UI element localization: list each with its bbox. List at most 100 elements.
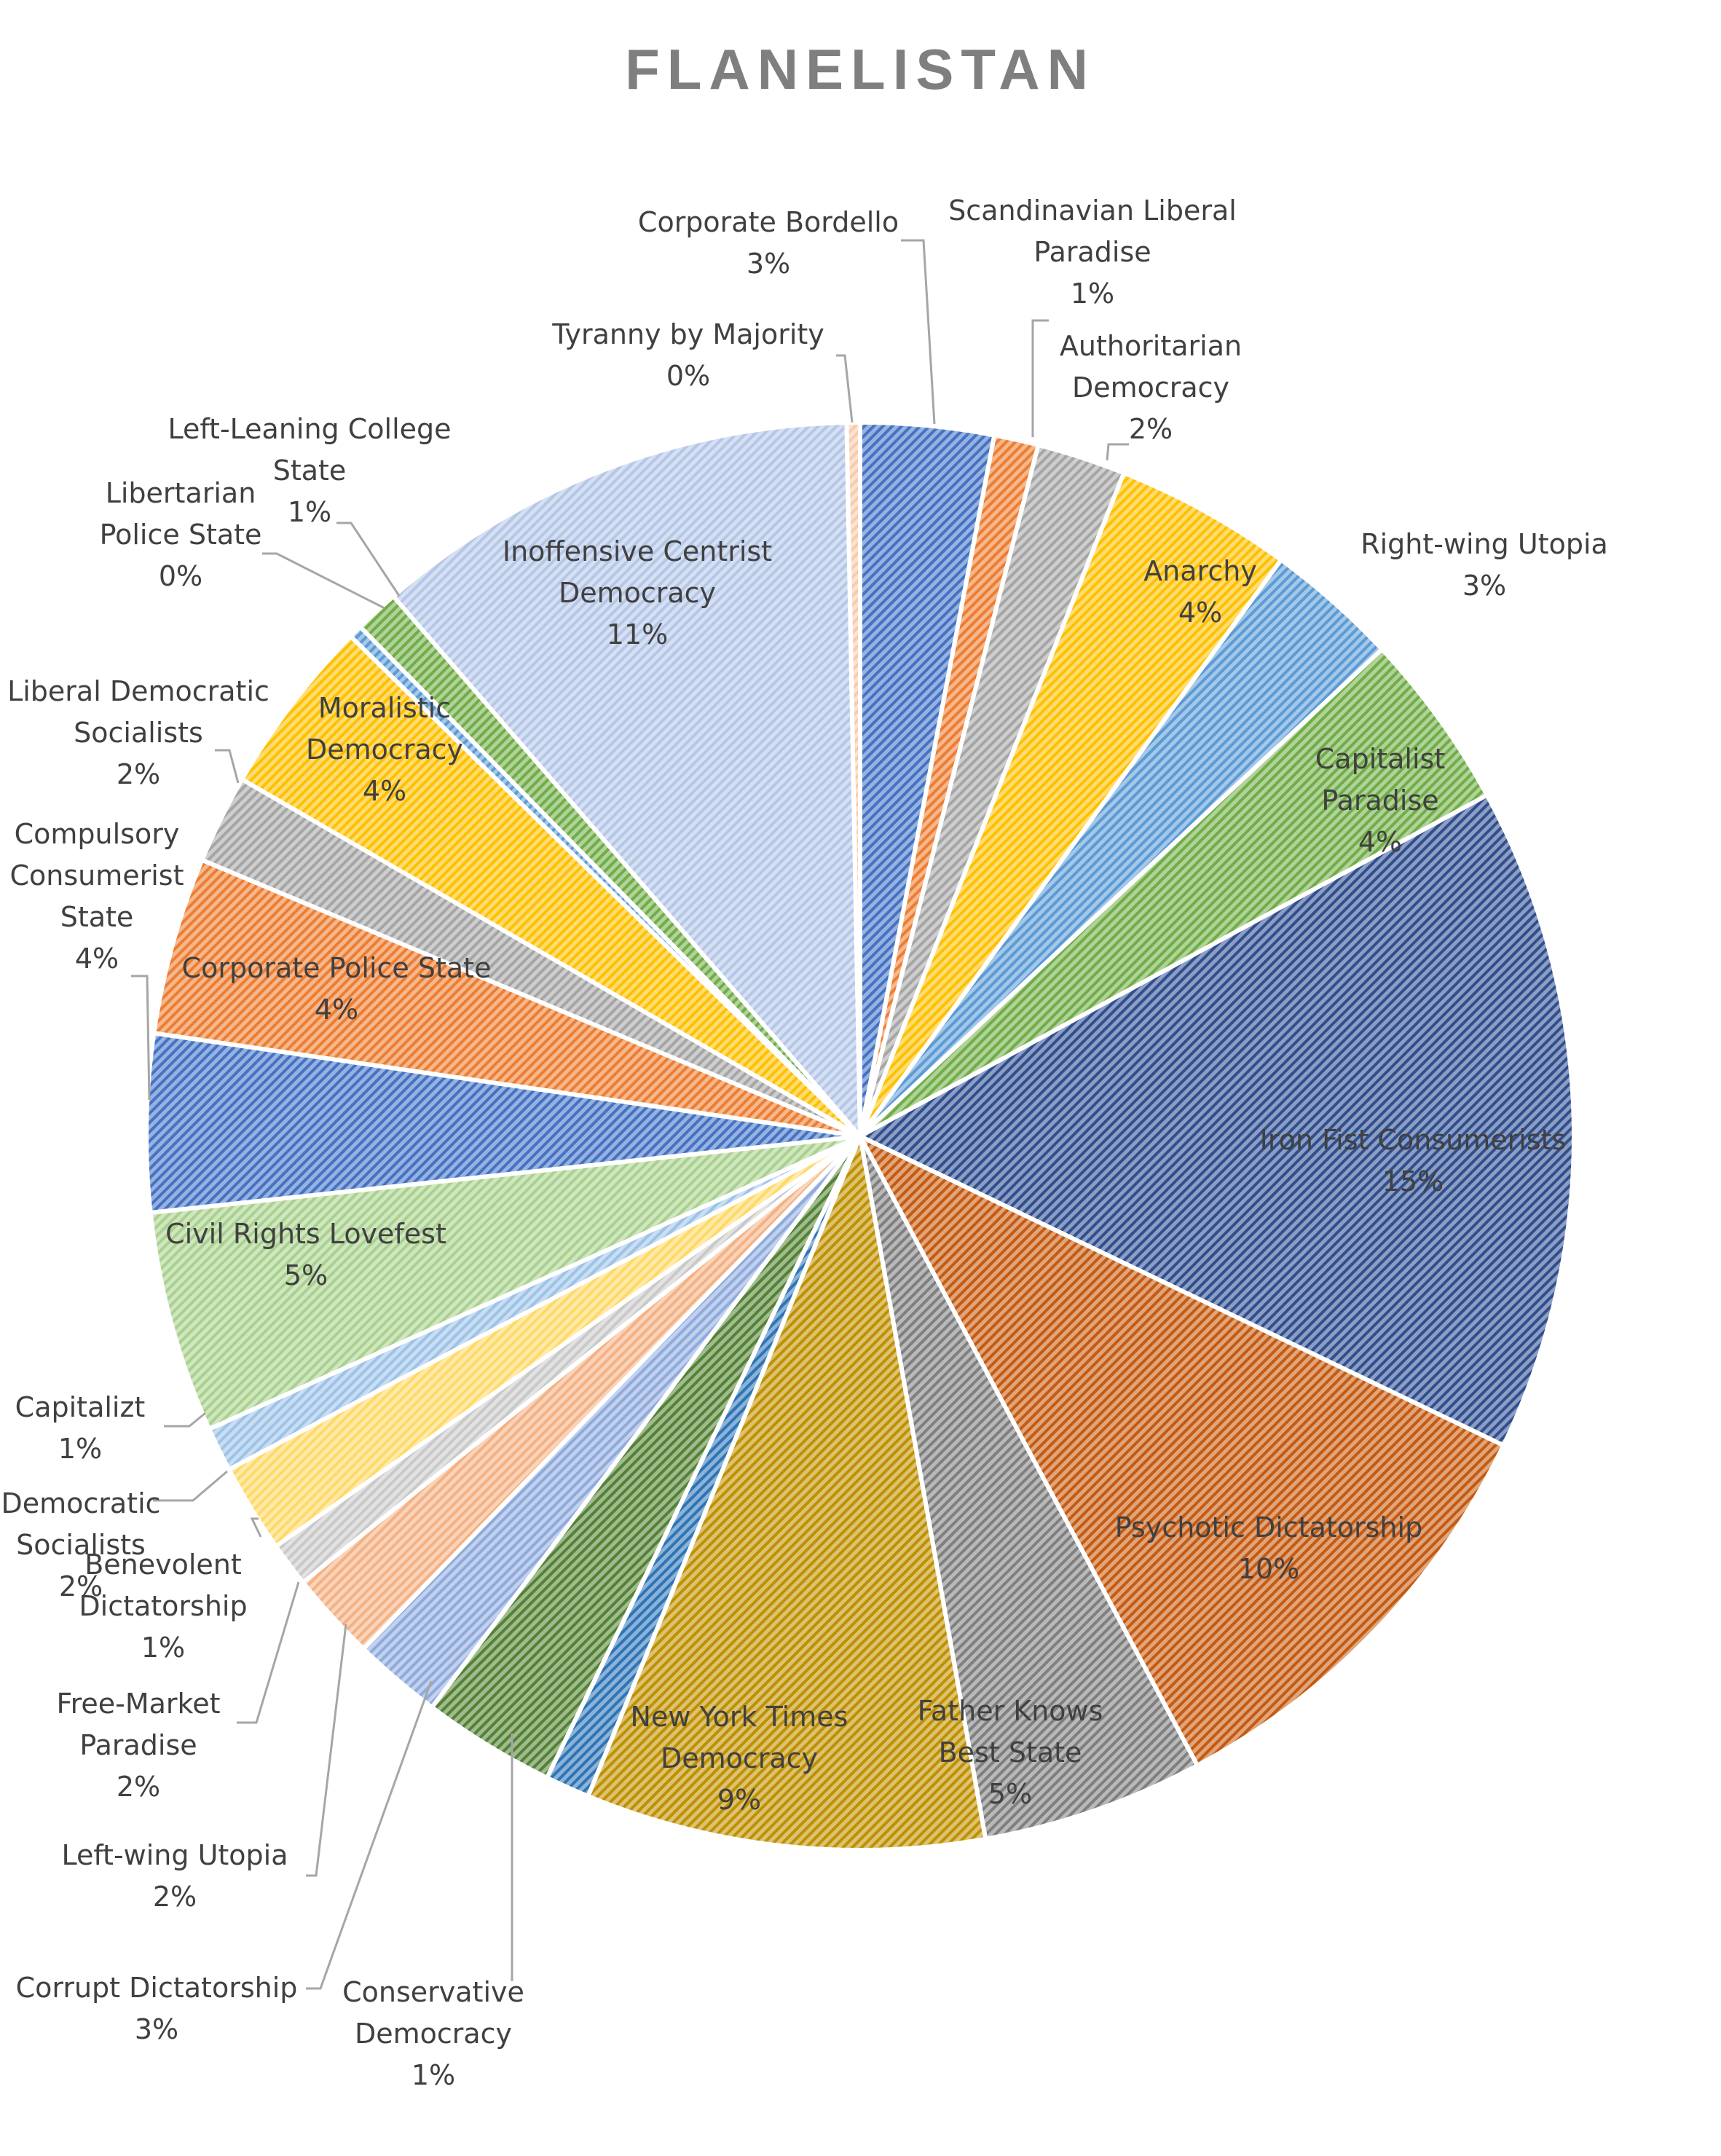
label-percent: 1%	[1071, 278, 1114, 310]
slice-capitalist-paradise	[858, 646, 1490, 1138]
leader-line-benevolent-dictatorship	[250, 1517, 262, 1538]
pie-slices	[144, 420, 1576, 1852]
label-percent: 15%	[1382, 1165, 1444, 1197]
leader-line-capitalizt	[164, 1412, 206, 1428]
slice-anarchy	[858, 470, 1285, 1138]
label-percent: 4%	[75, 943, 119, 975]
label-text-line: Democracy	[1072, 371, 1229, 404]
label-left-leaning-college-state: Left-Leaning College State 1%	[168, 413, 451, 528]
label-text-line: Authoritarian	[1060, 330, 1242, 362]
label-percent: 11%	[607, 618, 668, 650]
label-percent: 0%	[666, 360, 710, 392]
label-libertarian-police-state: Libertarian Police State 0%	[100, 477, 262, 592]
label-percent: 2%	[117, 758, 160, 790]
label-text-line: Left-Leaning College	[168, 413, 451, 445]
label-text-line: Liberal Democratic	[7, 675, 269, 707]
label-text-line: State	[60, 901, 134, 933]
label-corporate-police-state: Corporate Police State 4%	[182, 952, 492, 1026]
label-text-line: Compulsory	[15, 818, 180, 850]
leader-line-libertarian-police-state	[262, 552, 385, 610]
leader-line-authoritarian-democracy	[1106, 443, 1129, 461]
label-text-line: Anarchy	[1143, 555, 1257, 587]
label-benevolent-dictatorship: Benevolent Dictatorship 1%	[79, 1549, 247, 1664]
label-text-line: Democracy	[559, 577, 716, 609]
label-text-line: Left-wing Utopia	[61, 1839, 288, 1871]
label-anarchy: Anarchy 4%	[1143, 555, 1257, 629]
label-liberal-democratic-socialists: Liberal Democratic Socialists 2%	[7, 675, 269, 790]
slice-new-york-times-democracy	[585, 1128, 988, 1852]
label-text-line: State	[273, 455, 347, 487]
label-tyranny-by-majority: Tyranny by Majority 0%	[551, 318, 824, 392]
label-text-line: Capitalist	[1315, 743, 1446, 775]
label-percent: 0%	[159, 560, 202, 592]
label-percent: 4%	[363, 775, 406, 807]
label-percent: 4%	[1358, 826, 1402, 858]
label-scandinavian-liberal-paradise: Scandinavian Liberal Paradise 1%	[948, 194, 1237, 310]
label-text-line: Best State	[939, 1736, 1082, 1769]
label-text-line: Conservative	[342, 1976, 524, 2008]
label-text-line: Democratic	[1, 1487, 160, 1519]
slice-corporate-police-state	[151, 857, 862, 1138]
leader-line-democratic-socialists	[153, 1470, 228, 1502]
label-compulsory-consumerist-state: Compulsory Consumerist State 4%	[9, 818, 184, 975]
label-text-line: Libertarian	[106, 477, 256, 509]
label-inoffensive-centrist-democracy: Inoffensive Centrist Democracy 11%	[503, 535, 772, 650]
label-text-line: Socialists	[16, 1529, 146, 1561]
label-psychotic-dictatorship: Psychotic Dictatorship 10%	[1115, 1511, 1422, 1585]
leader-line-corrupt-dictatorship	[306, 1680, 433, 1990]
label-text-line: Paradise	[1321, 784, 1438, 817]
label-percent: 2%	[117, 1771, 160, 1803]
label-percent: 2%	[1129, 413, 1173, 445]
label-text-line: Corporate Bordello	[638, 206, 899, 238]
label-iron-fist-consumerists: Iron Fist Consumerists 15%	[1260, 1124, 1567, 1197]
label-text-line: Inoffensive Centrist	[503, 535, 772, 567]
leader-line-compulsory-consumerist-state	[131, 975, 151, 1101]
slice-tyranny-by-majority	[844, 420, 862, 1137]
label-civil-rights-lovefest: Civil Rights Lovefest 5%	[165, 1218, 446, 1291]
label-corrupt-dictatorship: Corrupt Dictatorship 3%	[16, 1972, 298, 2045]
label-percent: 3%	[135, 2013, 178, 2045]
label-text-line: Socialists	[74, 717, 203, 749]
label-democratic-socialists: Democratic Socialists 2%	[1, 1487, 160, 1602]
slice-civil-rights-lovefest	[148, 1134, 862, 1432]
label-authoritarian-democracy: Authoritarian Democracy 2%	[1060, 330, 1242, 445]
leader-line-corporate-bordello	[901, 239, 936, 425]
label-father-knows-best-state: Father Knows Best State 5%	[918, 1695, 1103, 1810]
leader-line-scandinavian-liberal-paradise	[1031, 319, 1049, 437]
label-capitalizt: Capitalizt 1%	[15, 1391, 146, 1465]
label-capitalist-paradise: Capitalist Paradise 4%	[1315, 743, 1446, 858]
label-percent: 5%	[988, 1778, 1032, 1810]
label-text-line: Iron Fist Consumerists	[1260, 1124, 1567, 1156]
label-percent: 4%	[1178, 597, 1222, 629]
chart-title: FLANELISTAN	[625, 37, 1095, 101]
slice-labels: Corporate Bordello 3% Scandinavian Liberal…	[1, 194, 1607, 2091]
leader-line-left-leaning-college-state	[336, 522, 401, 597]
label-percent: 2%	[59, 1570, 103, 1602]
label-text-line: Paradise	[1033, 236, 1151, 268]
leader-line-free-market-paradise	[237, 1581, 300, 1724]
label-percent: 9%	[717, 1784, 761, 1816]
label-percent: 4%	[315, 994, 358, 1026]
leader-line-liberal-democratic-socialists	[215, 749, 240, 784]
label-text-line: Capitalizt	[15, 1391, 146, 1423]
label-text-line: Democracy	[355, 2018, 512, 2050]
label-text-line: Psychotic Dictatorship	[1115, 1511, 1422, 1543]
label-percent: 10%	[1238, 1553, 1299, 1585]
label-text-line: Police State	[100, 519, 262, 551]
label-left-wing-utopia: Left-wing Utopia 2%	[61, 1839, 288, 1913]
slice-psychotic-dictatorship	[855, 1131, 1507, 1769]
label-percent: 1%	[141, 1632, 185, 1664]
label-text-line: Free-Market	[57, 1688, 221, 1720]
label-percent: 1%	[58, 1433, 102, 1465]
label-right-wing-utopia: Right-wing Utopia 3%	[1360, 528, 1608, 602]
label-moralistic-democracy: Moralistic Democracy 4%	[306, 692, 463, 807]
label-text-line: Tyranny by Majority	[551, 318, 824, 350]
label-text-line: Democracy	[306, 733, 463, 766]
label-text-line: Civil Rights Lovefest	[165, 1218, 446, 1250]
slice-iron-fist-consumerists	[855, 792, 1576, 1449]
label-text-line: Scandinavian Liberal	[948, 194, 1237, 227]
label-conservative-democracy: Conservative Democracy 1%	[342, 1976, 524, 2091]
label-text-line: Moralistic	[318, 692, 451, 724]
label-new-york-times-democracy: New York Times Democracy 9%	[631, 1701, 848, 1816]
